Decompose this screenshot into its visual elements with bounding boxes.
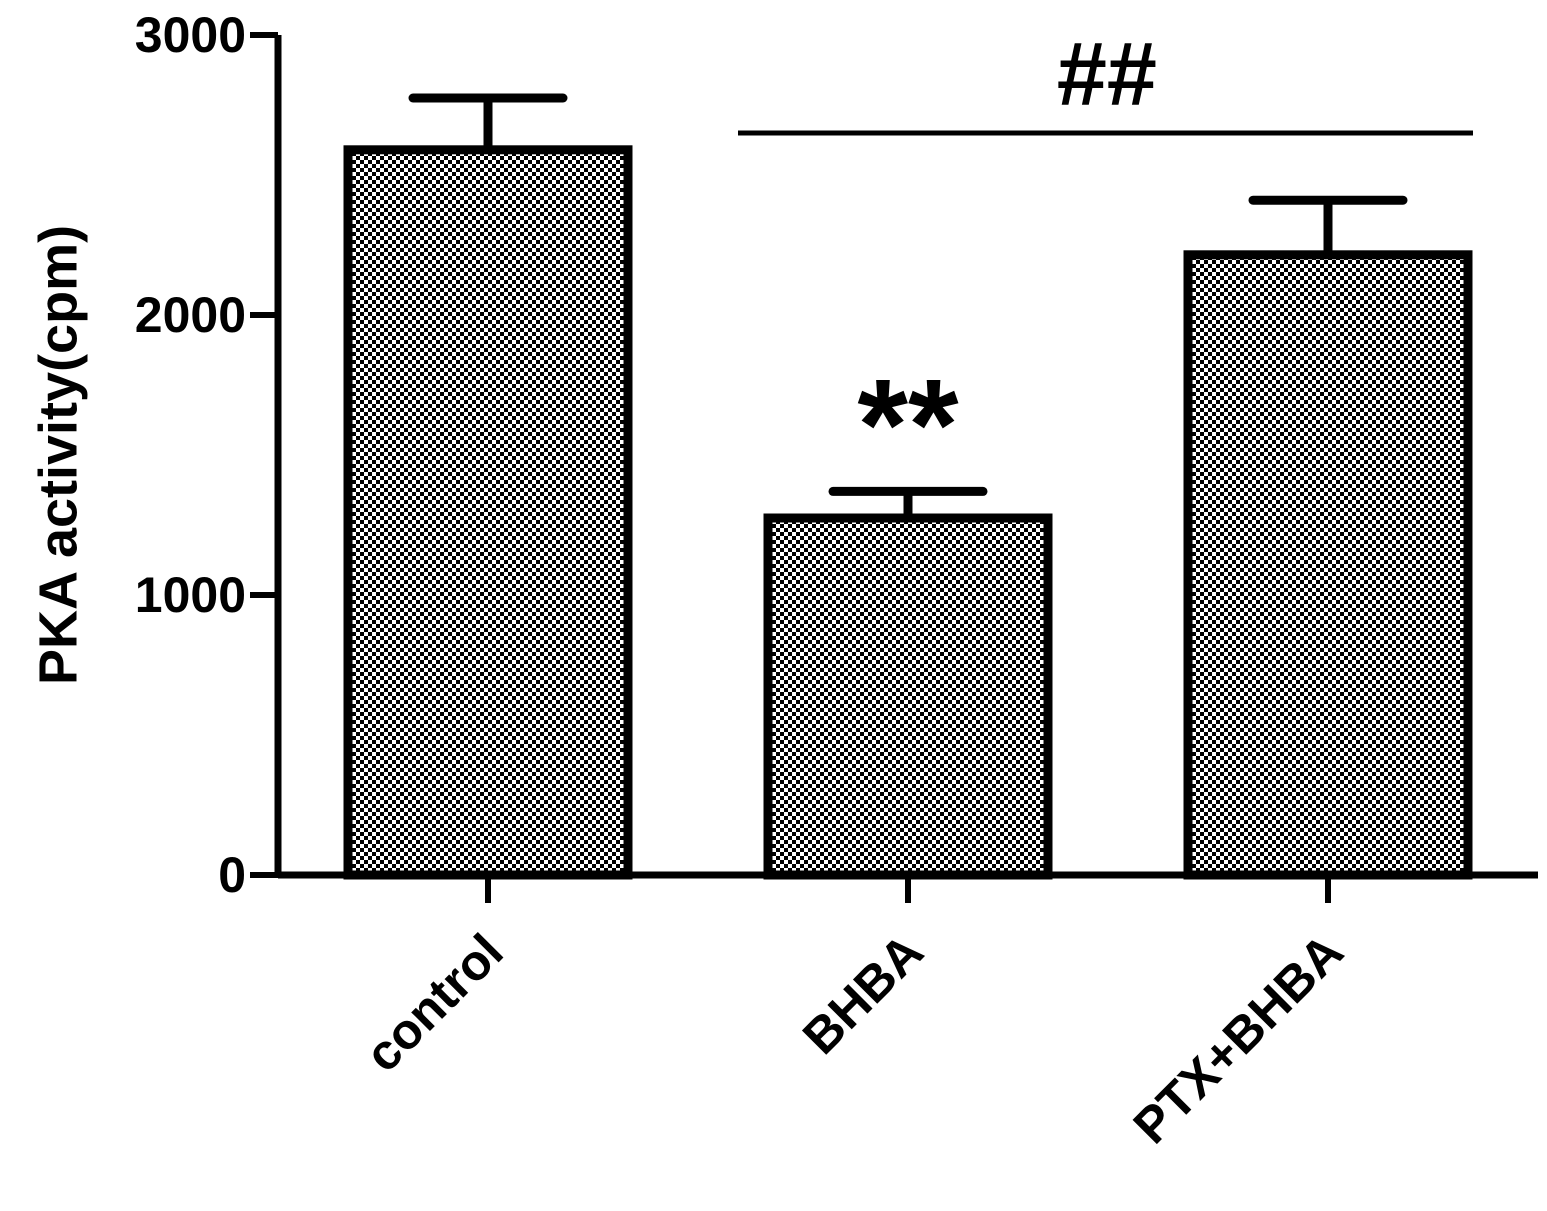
bar [763,513,1053,880]
bar [343,145,633,880]
y-tick-label: 3000 [135,7,246,63]
y-tick-label: 2000 [135,287,246,343]
x-tick-label: PTX+BHBA [1123,923,1354,1154]
significance-marker: ** [857,351,959,497]
x-tick-label: control [354,923,513,1082]
y-tick-label: 0 [218,847,246,903]
y-tick-label: 1000 [135,567,246,623]
comparison-marker: ## [1055,25,1155,125]
y-axis-label: PKA activity(cpm) [28,225,88,685]
x-tick-label: BHBA [792,923,934,1065]
bar [1183,250,1473,880]
